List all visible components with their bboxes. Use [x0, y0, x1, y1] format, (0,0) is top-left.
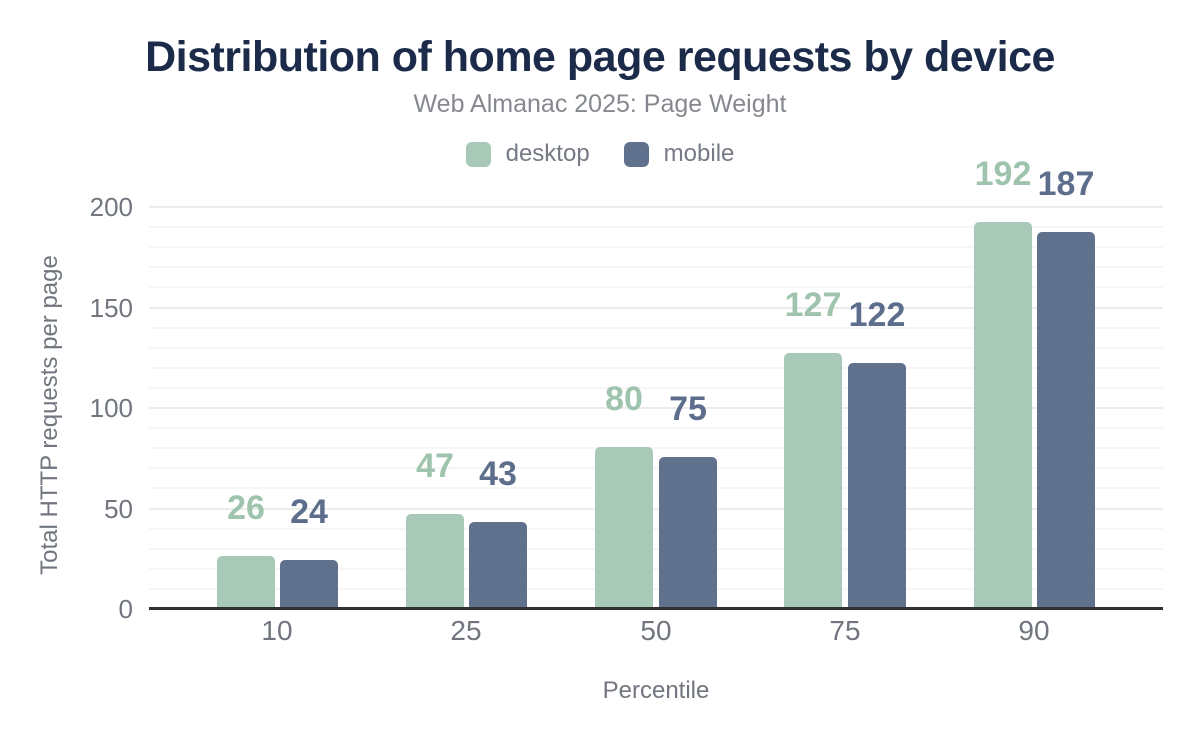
legend-item-desktop[interactable]: desktop	[465, 140, 590, 168]
gridline-minor	[149, 528, 1163, 530]
bar-mobile-p25[interactable]	[469, 522, 527, 608]
legend-swatch-desktop-icon	[465, 141, 491, 167]
chart-title: Distribution of home page requests by de…	[145, 33, 1055, 81]
y-axis-tick-label: 150	[89, 293, 133, 323]
x-axis-tick-label: 90	[1018, 615, 1050, 646]
x-axis-tick-label: 10	[261, 615, 293, 646]
bar-mobile-p75[interactable]	[848, 363, 906, 608]
x-axis-tick-label: 75	[829, 615, 861, 646]
gridline-major	[149, 508, 1163, 510]
gridline-minor	[149, 568, 1163, 570]
legend-label-mobile: mobile	[663, 140, 735, 167]
bar-desktop-p10[interactable]	[217, 556, 275, 608]
gridline-minor	[149, 266, 1163, 268]
gridline-major	[149, 407, 1163, 409]
gridline-minor	[149, 447, 1163, 449]
value-label-desktop-p75: 127	[784, 286, 842, 324]
gridline-major	[149, 206, 1163, 208]
y-axis-title: Total HTTP requests per page	[36, 255, 63, 575]
gridline-minor	[149, 347, 1163, 349]
y-axis-tick-label: 200	[89, 192, 133, 222]
bar-mobile-p50[interactable]	[659, 457, 717, 608]
value-label-mobile-p50: 75	[669, 390, 707, 428]
legend-swatch-mobile-icon	[623, 141, 649, 167]
gridline-minor	[149, 467, 1163, 469]
value-label-mobile-p10: 24	[290, 493, 328, 531]
gridline-minor	[149, 387, 1163, 389]
bar-desktop-p90[interactable]	[974, 222, 1032, 608]
bar-mobile-p10[interactable]	[280, 560, 338, 608]
x-axis-title: Percentile	[602, 677, 710, 704]
value-label-desktop-p10: 26	[227, 489, 265, 527]
legend-label-desktop: desktop	[505, 140, 590, 167]
value-label-mobile-p90: 187	[1037, 165, 1095, 203]
gridline-minor	[149, 427, 1163, 429]
gridline-major	[149, 307, 1163, 309]
bar-desktop-p25[interactable]	[406, 514, 464, 608]
legend-item-mobile[interactable]: mobile	[623, 140, 735, 168]
gridline-minor	[149, 327, 1163, 329]
x-axis-tick-label: 50	[640, 615, 672, 646]
gridline-minor	[149, 367, 1163, 369]
x-axis-line	[149, 607, 1163, 610]
legend: desktop mobile	[0, 140, 1200, 168]
value-label-desktop-p90: 192	[974, 155, 1032, 193]
x-axis-tick-label: 25	[450, 615, 482, 646]
bar-desktop-p50[interactable]	[595, 447, 653, 608]
y-axis-tick-label: 0	[118, 594, 133, 624]
chart-subtitle: Web Almanac 2025: Page Weight	[413, 90, 787, 118]
gridline-minor	[149, 226, 1163, 228]
bar-mobile-p90[interactable]	[1037, 232, 1095, 608]
value-label-desktop-p50: 80	[605, 380, 643, 418]
bar-desktop-p75[interactable]	[784, 353, 842, 608]
gridline-minor	[149, 548, 1163, 550]
value-label-mobile-p25: 43	[479, 455, 517, 493]
y-axis-tick-label: 50	[104, 494, 133, 524]
value-label-mobile-p75: 122	[848, 296, 906, 334]
value-label-desktop-p25: 47	[416, 447, 454, 485]
gridline-minor	[149, 286, 1163, 288]
gridline-minor	[149, 246, 1163, 248]
gridline-minor	[149, 588, 1163, 590]
y-axis-tick-label: 100	[89, 393, 133, 423]
gridline-minor	[149, 487, 1163, 489]
